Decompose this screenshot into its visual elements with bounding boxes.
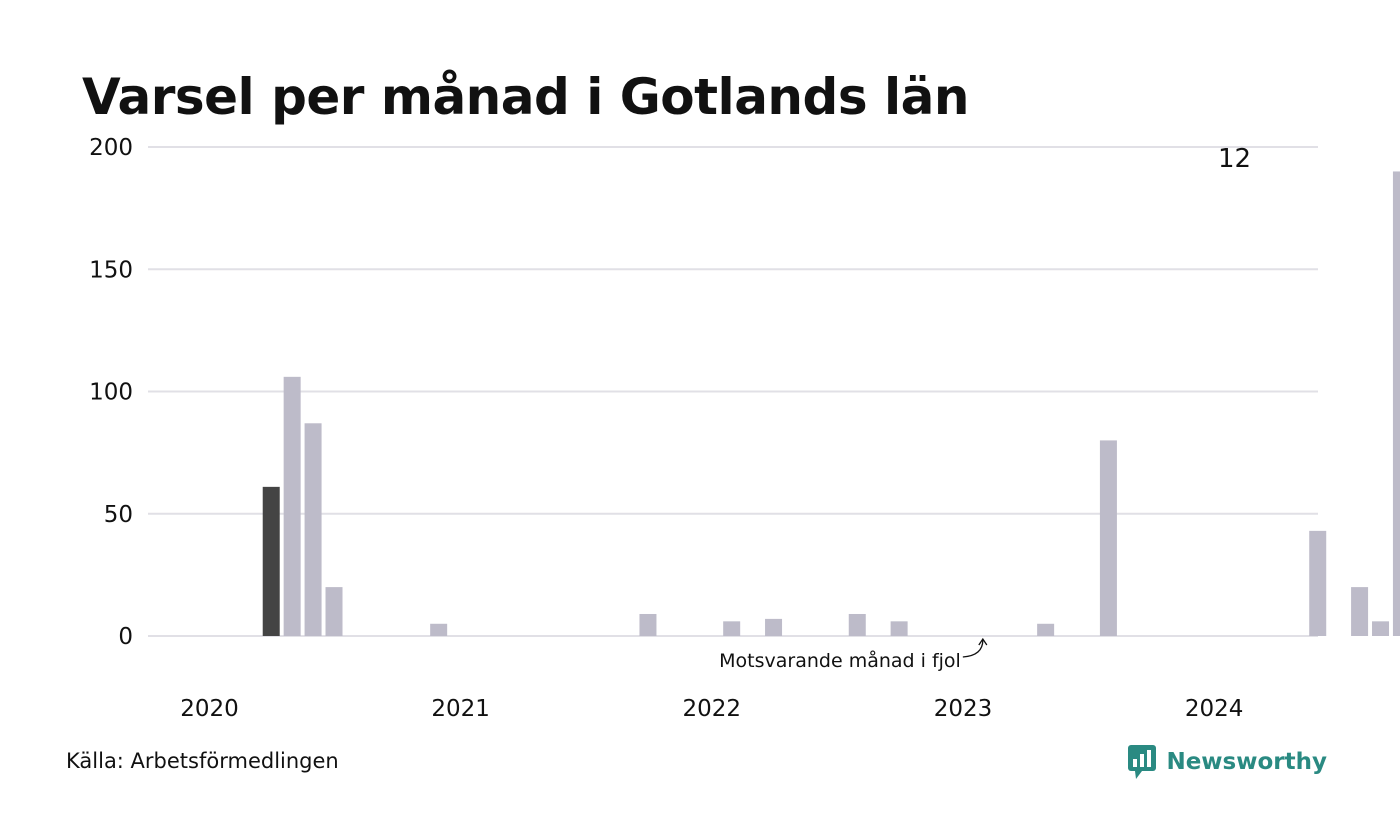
bar: [890, 621, 908, 636]
bar: [848, 613, 866, 636]
y-tick-label: 50: [104, 502, 133, 528]
comparison-bar: [262, 486, 280, 636]
x-tick-label: 2024: [1185, 696, 1244, 722]
bar-chart: 0 50 100 150 200 12 2020 2021 2022 2023 2024 Motsva…: [89, 135, 1400, 722]
y-tick-label: 200: [89, 135, 133, 161]
source-note: Källa: Arbetsförmedlingen: [66, 749, 339, 773]
annotation-text: Motsvarande månad i fjol: [719, 649, 961, 672]
x-tick-label: 2023: [934, 696, 993, 722]
bar: [1099, 440, 1117, 636]
bar: [1351, 587, 1369, 636]
x-tick-label: 2022: [683, 696, 742, 722]
highlight-value-label: 12: [1218, 144, 1251, 174]
bar: [325, 587, 343, 636]
bar: [1309, 530, 1327, 636]
annotation-arrowhead: [978, 637, 988, 646]
x-tick-label: 2021: [431, 696, 490, 722]
bar: [1372, 621, 1390, 636]
x-tick-label: 2020: [180, 696, 239, 722]
y-tick-label: 150: [89, 257, 133, 283]
bar: [723, 621, 741, 636]
brand-name: Newsworthy: [1166, 749, 1327, 775]
newsworthy-icon: [1128, 745, 1157, 779]
chart-title: Varsel per månad i Gotlands län: [82, 68, 969, 126]
y-tick-label: 0: [118, 624, 133, 650]
newsworthy-logo: Newsworthy: [1127, 744, 1327, 780]
y-tick-label: 100: [89, 380, 133, 406]
bar: [1392, 171, 1400, 636]
bar: [283, 376, 301, 636]
bar: [765, 618, 783, 636]
annotation-arrow: [962, 639, 984, 658]
bar: [304, 423, 322, 636]
bar: [639, 613, 657, 636]
bar: [1037, 623, 1055, 636]
bar: [430, 623, 448, 636]
